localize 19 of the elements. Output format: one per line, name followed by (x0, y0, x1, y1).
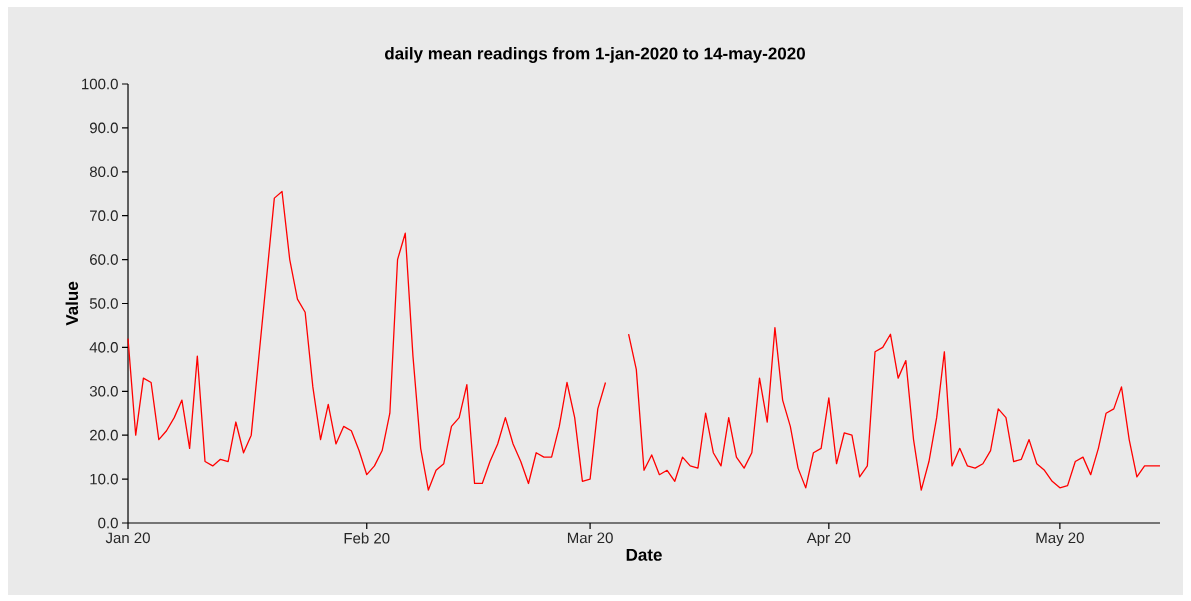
y-tick-label: 10.0 (90, 473, 118, 485)
y-tick-label: 20.0 (90, 429, 118, 441)
y-tick-label: 40.0 (89, 342, 118, 353)
y-axis-title: Value (65, 281, 79, 326)
y-tick-label: 100.0 (82, 78, 118, 90)
y-tick-label: 70.0 (90, 210, 118, 221)
chart-title: daily mean readings from 1-jan-2020 to 14-may-2020 (385, 47, 805, 63)
x-tick-label: May 20 (1036, 532, 1084, 547)
y-tick-label: 50.0 (89, 298, 118, 309)
x-axis-title: Date (626, 548, 662, 561)
y-tick-label: 90.0 (89, 122, 118, 134)
x-tick-label: Jan 20 (105, 532, 150, 544)
x-tick-label: Feb 20 (344, 532, 390, 544)
y-tick-label: 30.0 (89, 385, 118, 397)
y-tick-label: 80.0 (89, 166, 118, 178)
x-tick-label: Apr 20 (806, 532, 851, 547)
y-tick-label: 0.0 (98, 517, 118, 529)
y-tick-label: 60.0 (90, 254, 118, 265)
x-tick-label: Mar 20 (567, 532, 613, 544)
